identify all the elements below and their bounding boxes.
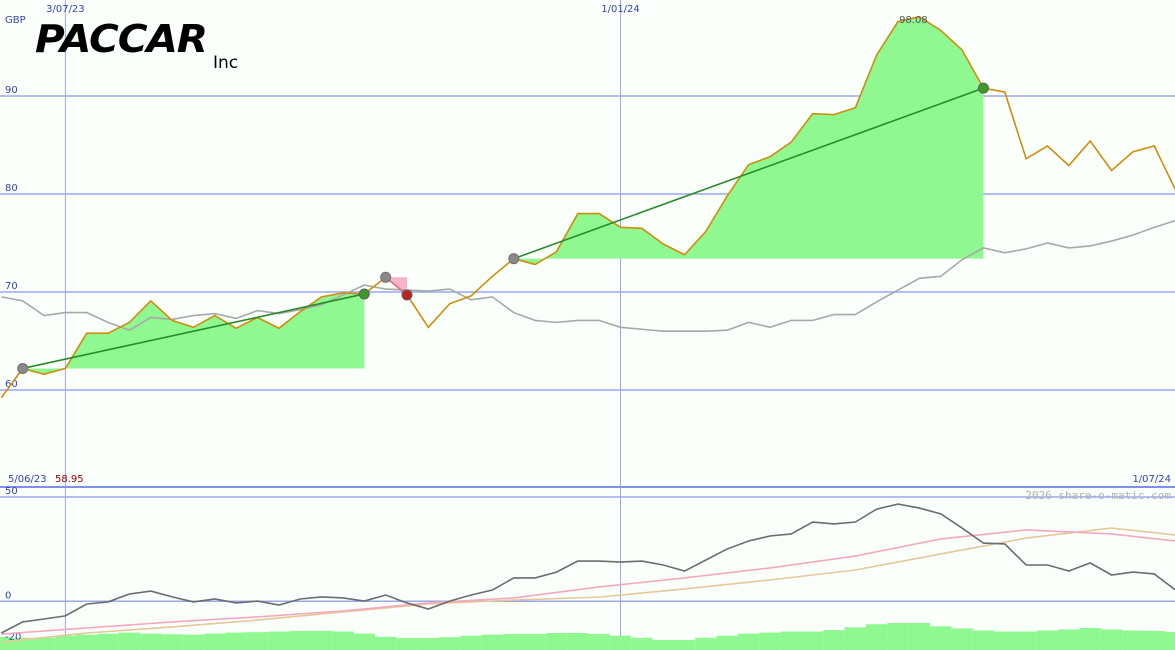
- volume-bar: [0, 636, 13, 650]
- currency-label: GBP: [5, 15, 26, 26]
- volume-bar: [695, 637, 717, 650]
- trade-fill: [513, 16, 984, 265]
- y-tick-label: 80: [5, 183, 18, 194]
- volume-bar: [310, 630, 333, 650]
- volume-bar: [503, 634, 525, 650]
- volume-bar: [673, 640, 696, 650]
- volume-bar: [866, 624, 888, 650]
- volume-bar: [204, 633, 226, 650]
- volume-bar: [823, 630, 845, 650]
- volume-bar: [417, 637, 440, 650]
- trade-line: [513, 87, 984, 260]
- volume-bar: [76, 634, 98, 650]
- trade-fill: [22, 292, 365, 375]
- volume-bar: [631, 637, 653, 650]
- volume-bar: [353, 633, 375, 650]
- volume-bar: [844, 627, 867, 650]
- volume-bar: [1122, 630, 1144, 650]
- volume-bar: [97, 633, 119, 650]
- logo: PACCAR: [35, 17, 207, 61]
- volume-bar: [118, 632, 141, 650]
- y-tick-label: 0: [5, 590, 11, 601]
- entry-marker: [380, 271, 392, 283]
- volume-bar: [951, 628, 973, 650]
- volume-bar: [481, 634, 504, 650]
- volume-bar: [780, 631, 802, 650]
- volume-bar: [1015, 631, 1037, 650]
- volume-bar: [545, 632, 568, 650]
- volume-bar: [161, 634, 183, 650]
- x-tick-label: 3/07/23: [46, 4, 85, 15]
- volume-bar: [1058, 629, 1080, 650]
- series-line: [0, 503, 1175, 634]
- volume-bar: [801, 631, 824, 650]
- volume-bar: [994, 631, 1016, 650]
- exit-marker: [401, 289, 413, 301]
- series-line: [0, 15, 1175, 399]
- volume-bar: [930, 626, 952, 650]
- volume-bar: [182, 634, 205, 650]
- y-tick-label: 50: [5, 486, 18, 497]
- y-tick-label: -20: [5, 632, 21, 643]
- end-date: 1/07/24: [1132, 474, 1171, 485]
- trade-line: [22, 293, 365, 370]
- exit-marker: [977, 82, 989, 94]
- volume-bar: [332, 631, 354, 650]
- peak-label: 98.08: [899, 15, 928, 26]
- volume-bar: [588, 634, 610, 650]
- volume-bar: [609, 635, 632, 650]
- y-tick-label: 70: [5, 281, 18, 292]
- volume-bar: [524, 634, 546, 650]
- volume-bar: [268, 631, 290, 650]
- start-price: 58.95: [55, 474, 84, 485]
- volume-bar: [439, 637, 461, 650]
- series-line: [1, 529, 1175, 635]
- volume-bar: [716, 635, 738, 650]
- volume-bar: [759, 632, 781, 650]
- volume-bar: [54, 635, 77, 650]
- volume-bar: [140, 633, 162, 650]
- volume-bar: [460, 635, 482, 650]
- volume-bar: [1036, 630, 1059, 650]
- volume-bar: [737, 633, 760, 650]
- volume-bar: [887, 622, 909, 650]
- y-tick-label: 90: [5, 85, 18, 96]
- volume-bar: [1100, 629, 1123, 650]
- volume-bar: [1164, 631, 1175, 650]
- series-line: [1, 219, 1175, 332]
- volume-bar: [225, 632, 247, 650]
- watermark: 2026 share-o-matic.com: [1025, 489, 1171, 502]
- volume-bar: [972, 630, 995, 650]
- x-tick-label: 1/01/24: [601, 4, 640, 15]
- logo-suffix: Inc: [213, 53, 238, 73]
- exit-marker: [358, 288, 370, 300]
- start-date: 5/06/23: [8, 474, 47, 485]
- volume-bar: [652, 640, 674, 650]
- volume-bar: [289, 630, 311, 650]
- volume-bar: [1143, 630, 1165, 650]
- volume-bar: [33, 637, 55, 650]
- volume-bar: [396, 637, 418, 650]
- series-line: [1, 527, 1175, 643]
- entry-marker: [17, 362, 29, 374]
- volume-bar: [1079, 627, 1101, 650]
- entry-marker: [508, 253, 520, 265]
- volume-bar: [567, 632, 589, 650]
- volume-bar: [908, 622, 931, 650]
- volume-bar: [246, 632, 269, 650]
- volume-bar: [374, 636, 397, 650]
